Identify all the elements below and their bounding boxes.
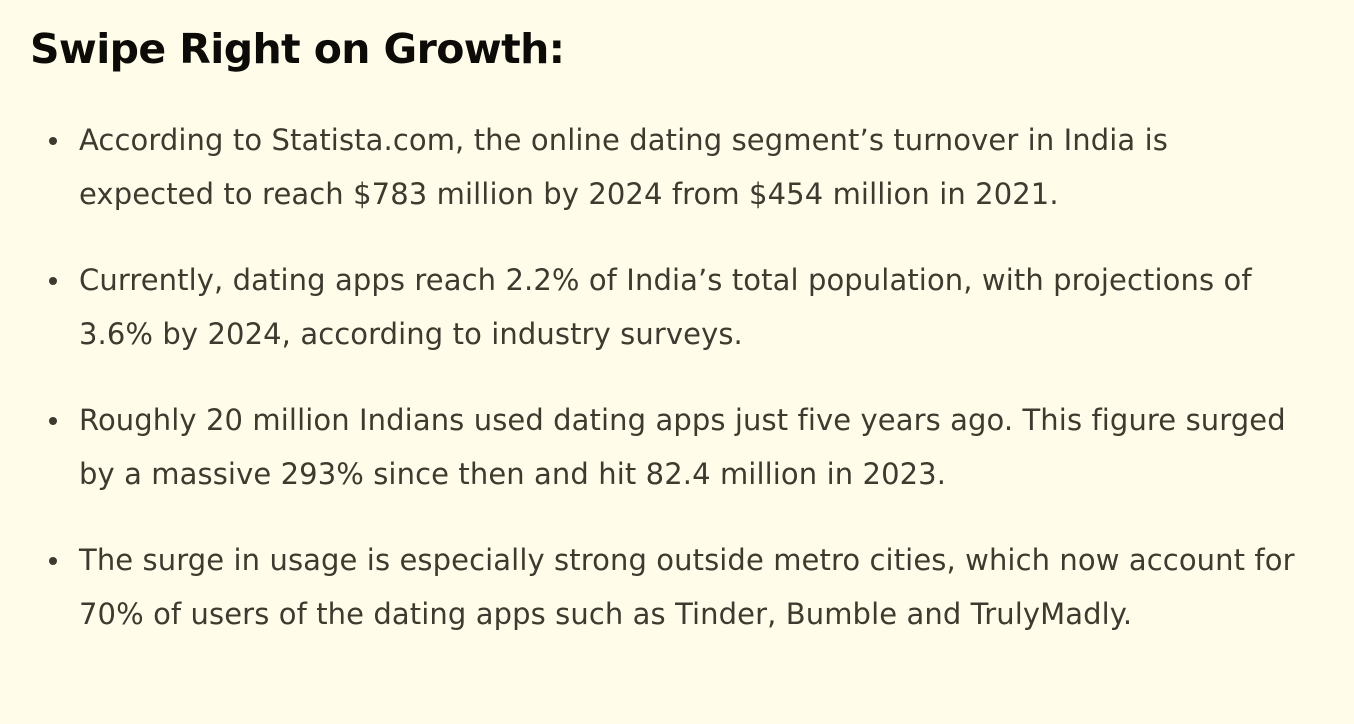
bullet-item-metro-usage: The surge in usage is especially strong … <box>30 533 1300 641</box>
bullet-text-metro-usage: The surge in usage is especially strong … <box>79 543 1295 631</box>
bullet-item-growth: Roughly 20 million Indians used dating a… <box>30 393 1300 501</box>
bullet-dot-icon <box>49 557 57 565</box>
bullet-text-population: Currently, dating apps reach 2.2% of Ind… <box>79 263 1252 351</box>
bullet-list: According to Statista.com, the online da… <box>30 113 1300 641</box>
section-heading: Swipe Right on Growth: <box>30 25 565 73</box>
bullet-text-turnover: According to Statista.com, the online da… <box>79 123 1168 211</box>
bullet-dot-icon <box>49 417 57 425</box>
bullet-item-population: Currently, dating apps reach 2.2% of Ind… <box>30 253 1300 361</box>
bullet-dot-icon <box>49 137 57 145</box>
bullet-text-growth: Roughly 20 million Indians used dating a… <box>79 403 1286 491</box>
bullet-dot-icon <box>49 277 57 285</box>
bullet-item-turnover: According to Statista.com, the online da… <box>30 113 1300 221</box>
